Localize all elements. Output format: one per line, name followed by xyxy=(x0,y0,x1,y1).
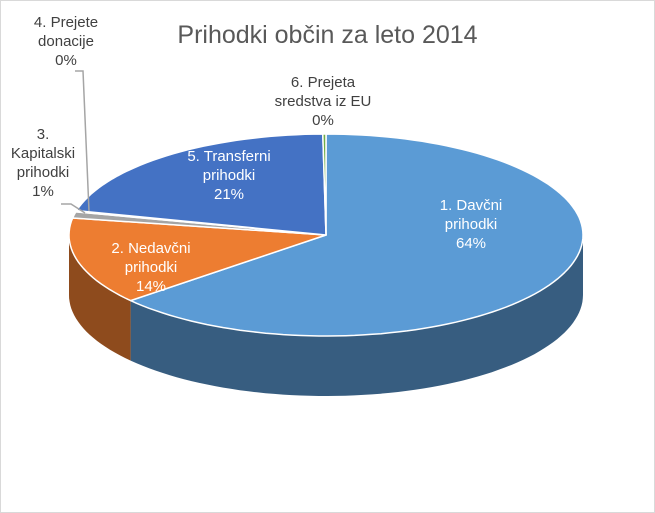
chart-title: Prihodki občin za leto 2014 xyxy=(177,21,478,49)
slice-name: 2. Nedavčni prihodki xyxy=(111,240,191,276)
slice-name: 1. Davčni prihodki xyxy=(439,197,503,233)
label-slice-1: 1. Davčni prihodki 64% xyxy=(416,196,526,253)
slice-name: 4. Prejete donacije xyxy=(33,14,99,50)
slice-name: 6. Prejeta sredstva iz EU xyxy=(274,74,372,110)
pie-slice-2[interactable] xyxy=(68,217,327,302)
pie-slice-5[interactable] xyxy=(75,133,327,236)
pie-slice-6[interactable] xyxy=(322,133,327,236)
slice-name: 5. Transferni prihodki xyxy=(187,148,271,184)
pie-side-1 xyxy=(130,235,583,396)
leader-line-4 xyxy=(75,70,90,212)
label-slice-6: 6. Prejeta sredstva iz EU 0% xyxy=(263,73,383,130)
slice-percent: 0% xyxy=(312,112,334,129)
slice-percent: 0% xyxy=(55,52,77,69)
label-slice-5: 5. Transferni prihodki 21% xyxy=(179,147,279,204)
slice-percent: 64% xyxy=(455,235,487,252)
slice-percent: 1% xyxy=(32,183,54,200)
leader-line-3 xyxy=(61,203,86,214)
slice-name: 3. Kapitalski prihodki xyxy=(10,126,76,181)
label-slice-2: 2. Nedavčni prihodki 14% xyxy=(101,239,201,296)
pie-slice-1[interactable] xyxy=(129,133,584,337)
slice-percent: 14% xyxy=(135,278,167,295)
slice-percent: 21% xyxy=(213,186,245,203)
label-slice-4: 4. Prejete donacije 0% xyxy=(16,13,116,70)
pie-side-2 xyxy=(69,235,131,361)
label-slice-3: 3. Kapitalski prihodki 1% xyxy=(3,125,83,201)
